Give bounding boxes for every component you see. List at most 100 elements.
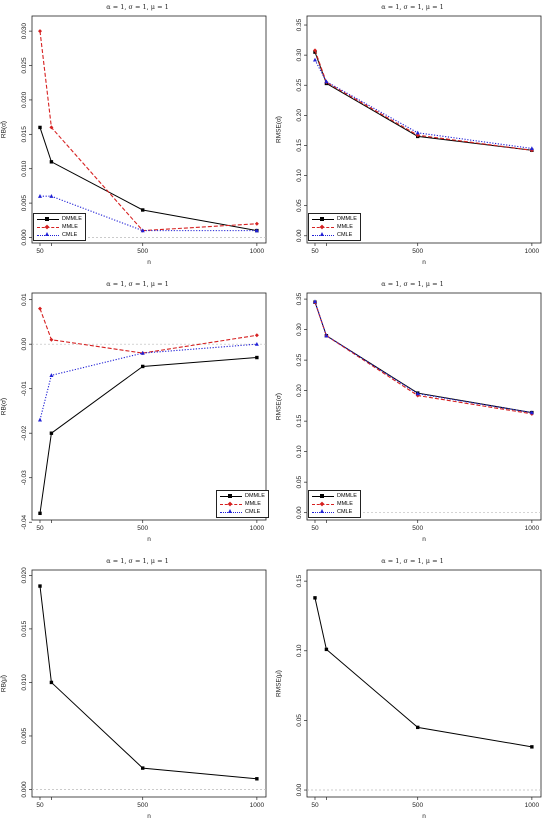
x-tick-label: 50 <box>311 248 319 255</box>
y-tick-label: 0.030 <box>21 23 28 40</box>
series-line <box>314 59 532 150</box>
y-tick-label: 0.01 <box>21 293 28 306</box>
data-point <box>49 337 54 342</box>
y-tick-label: -0.01 <box>21 381 28 396</box>
y-tick-label: 0.000 <box>21 229 28 246</box>
legend-item: CMLE <box>220 508 265 516</box>
chart-panel: α = 1, σ = 1, μ = 1 50 500 1000 -0.04 -0.03 -0… <box>0 277 275 553</box>
y-tick-label: 0.10 <box>296 644 303 657</box>
legend: DMMLE MMLE CMLE <box>308 213 361 241</box>
y-tick-label: -0.02 <box>21 425 28 440</box>
data-point <box>415 393 420 398</box>
y-axis-label: RMSE(α̂) <box>275 115 283 143</box>
chart-panel: α = 1, σ = 1, μ = 1 50 500 1000 0.00 0.05 0.10… <box>275 554 550 830</box>
y-tick-label: 0.10 <box>296 445 303 458</box>
chart-title: α = 1, σ = 1, μ = 1 <box>106 3 169 11</box>
y-tick-label: 0.010 <box>21 674 28 691</box>
y-axis-label: RB(α̂) <box>0 120 8 138</box>
data-point <box>529 146 534 151</box>
data-point <box>49 680 54 685</box>
x-tick-label: 500 <box>137 802 148 809</box>
y-axis-label: RB(σ̂) <box>0 397 8 415</box>
legend-symbol <box>312 500 334 508</box>
data-point <box>312 299 317 304</box>
chart-title: α = 1, σ = 1, μ = 1 <box>106 280 169 288</box>
legend: DMMLE MMLE CMLE <box>308 490 361 518</box>
legend-item: DMMLE <box>312 492 357 500</box>
y-tick-label: 0.025 <box>21 57 28 74</box>
x-tick-label: 50 <box>311 802 319 809</box>
data-point <box>49 431 54 435</box>
series-line <box>39 31 257 232</box>
plot-frame <box>306 292 542 521</box>
data-point <box>254 341 259 346</box>
series-line <box>314 301 532 414</box>
chart-svg: 50 500 1000 0.00 0.05 0.10 0.15 0.20 0.25 0.30 0.3… <box>296 15 542 255</box>
legend-symbol <box>37 231 59 239</box>
plot-frame <box>306 569 542 798</box>
y-tick-label: -0.04 <box>21 514 28 529</box>
x-tick-label: 1000 <box>250 525 265 532</box>
chart-svg: 50 500 1000 0.000 0.005 0.010 0.015 0.020 0.025 0… <box>21 15 267 255</box>
x-axis-label: n <box>147 259 151 266</box>
legend-label: CMLE <box>337 509 353 515</box>
chart-svg: 50 500 1000 0.000 0.005 0.010 0.015 0.020 <box>21 567 267 809</box>
legend-item: DMMLE <box>37 215 82 223</box>
legend-symbol <box>37 215 59 223</box>
chart-svg: 50 500 1000 -0.04 -0.03 -0.02 -0.01 0.00 0.01 <box>21 292 267 532</box>
x-tick-label: 1000 <box>525 525 540 532</box>
data-point <box>140 350 145 355</box>
legend-symbol <box>220 508 242 516</box>
legend-label: DMMLE <box>62 216 82 222</box>
chart-panel: α = 1, σ = 1, μ = 1 50 500 1000 0.000 0.005 0.… <box>0 0 275 276</box>
y-tick-label: 0.00 <box>296 229 303 242</box>
y-tick-label: 0.15 <box>296 414 303 427</box>
x-tick-label: 500 <box>412 802 423 809</box>
legend-label: CMLE <box>62 232 78 238</box>
chart-title: α = 1, σ = 1, μ = 1 <box>381 557 444 565</box>
x-tick-label: 500 <box>412 248 423 255</box>
legend-symbol <box>220 492 242 500</box>
x-axis-label: n <box>147 536 151 543</box>
legend-item: DMMLE <box>220 492 265 500</box>
chart-title: α = 1, σ = 1, μ = 1 <box>381 3 444 11</box>
y-tick-label: 0.000 <box>21 781 28 798</box>
series-line <box>314 597 532 748</box>
legend-label: MMLE <box>337 501 353 507</box>
legend-item: MMLE <box>220 500 265 508</box>
y-tick-label: 0.05 <box>296 714 303 727</box>
data-point <box>37 417 42 422</box>
y-tick-label: -0.03 <box>21 470 28 485</box>
legend: DMMLE MMLE CMLE <box>216 490 269 518</box>
legend-label: MMLE <box>62 224 78 230</box>
y-tick-label: 0.10 <box>296 169 303 182</box>
chart-svg: 50 500 1000 0.00 0.05 0.10 0.15 <box>296 569 542 809</box>
series-line <box>39 195 257 232</box>
data-point <box>416 725 420 730</box>
y-tick-label: 0.015 <box>21 620 28 637</box>
x-tick-label: 500 <box>137 248 148 255</box>
y-tick-label: 0.010 <box>21 160 28 177</box>
legend-label: CMLE <box>337 232 353 238</box>
data-point <box>141 208 145 212</box>
y-tick-label: 0.25 <box>296 79 303 92</box>
legend: DMMLE MMLE CMLE <box>33 213 86 241</box>
series-line <box>39 357 257 514</box>
chart-title: α = 1, σ = 1, μ = 1 <box>106 557 169 565</box>
data-point <box>49 194 54 198</box>
legend-symbol <box>220 500 242 508</box>
x-tick-label: 50 <box>311 525 319 532</box>
legend-label: DMMLE <box>337 216 357 222</box>
x-axis-label: n <box>422 259 426 266</box>
y-tick-label: 0.20 <box>296 109 303 122</box>
x-tick-label: 50 <box>36 248 44 255</box>
y-tick-label: 0.25 <box>296 353 303 366</box>
legend-symbol <box>312 492 334 500</box>
plot-frame <box>31 15 267 244</box>
y-tick-label: 0.00 <box>296 783 303 796</box>
y-tick-label: 0.020 <box>21 567 28 584</box>
legend-symbol <box>312 223 334 231</box>
legend-label: DMMLE <box>245 493 265 499</box>
y-axis-label: RMSE(σ̂) <box>275 392 283 420</box>
